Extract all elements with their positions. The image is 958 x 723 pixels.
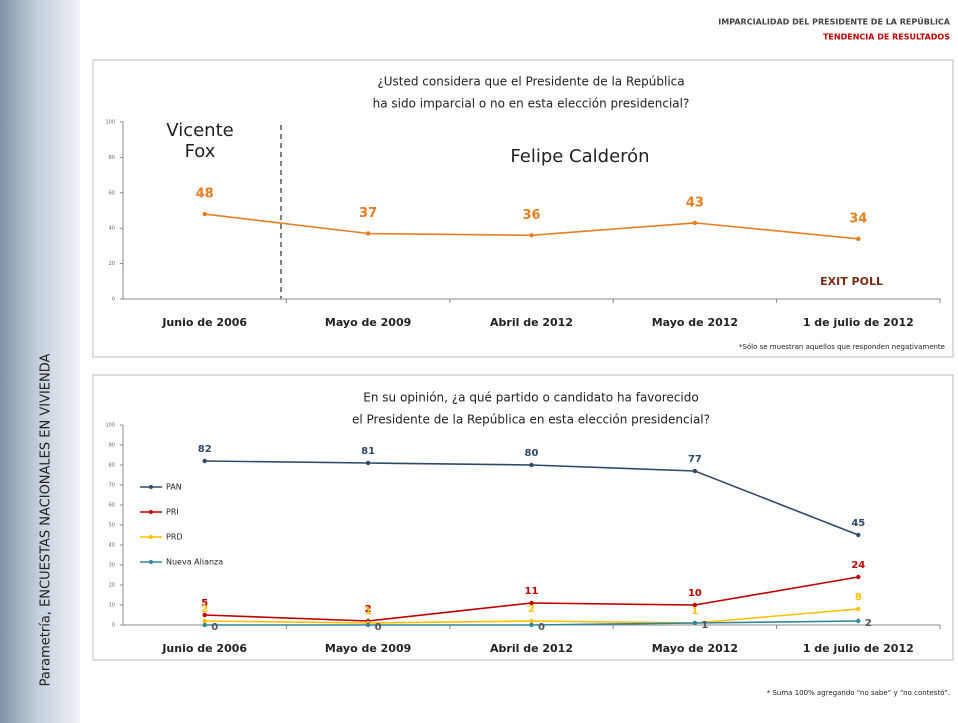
y-tick-label: 40 — [109, 543, 115, 549]
value-label: 82 — [198, 444, 212, 455]
x-tick-label: Abril de 2012 — [490, 642, 573, 655]
y-tick-label: 20 — [109, 261, 115, 267]
legend-marker — [149, 485, 153, 489]
point — [366, 623, 370, 627]
y-tick-label: 60 — [109, 503, 115, 509]
value-label: 2 — [528, 604, 535, 615]
point — [203, 623, 207, 627]
legend-marker — [149, 535, 153, 539]
x-tick-label: 1 de julio de 2012 — [803, 642, 914, 655]
value-label: 2 — [865, 618, 872, 629]
point — [529, 463, 533, 467]
y-tick-label: 30 — [109, 563, 115, 569]
x-tick-label: Junio de 2006 — [161, 316, 247, 329]
legend-label: PRI — [166, 508, 179, 517]
point — [856, 607, 860, 611]
value-label: 80 — [525, 448, 539, 459]
value-label: 81 — [361, 446, 375, 457]
header-title: IMPARCIALIDAD DEL PRESIDENTE DE LA REPÚB… — [718, 16, 951, 27]
x-tick-label: Mayo de 2009 — [325, 316, 411, 329]
value-label: 34 — [849, 211, 867, 226]
y-tick-label: 100 — [105, 423, 115, 429]
y-tick-label: 70 — [109, 483, 115, 489]
footnote: * Suma 100% agregando “no sabe” y “no co… — [767, 689, 950, 697]
legend-label: PAN — [166, 483, 182, 492]
y-tick-label: 0 — [112, 297, 115, 303]
x-tick-label: Abril de 2012 — [490, 316, 573, 329]
value-label: 48 — [196, 187, 214, 202]
value-label: 8 — [855, 592, 862, 603]
value-label: 2 — [201, 604, 208, 615]
y-tick-label: 20 — [109, 583, 115, 589]
legend-marker — [149, 560, 153, 564]
y-tick-label: 80 — [109, 463, 115, 469]
point — [856, 619, 860, 623]
value-label: 77 — [688, 454, 702, 465]
point — [693, 221, 697, 225]
page: {"header": {"title": "IMPARCIALIDAD DEL … — [0, 0, 958, 723]
point — [203, 459, 207, 463]
point — [856, 237, 860, 241]
point — [693, 621, 697, 625]
legend-label: Nueva Alianza — [166, 558, 223, 567]
point — [366, 231, 370, 235]
y-tick-label: 50 — [109, 523, 115, 529]
side-text: Parametría, ENCUESTAS NACIONALES EN VIVI… — [39, 353, 54, 686]
annotation: EXIT POLL — [820, 275, 883, 288]
era-label: Vicente Fox — [150, 120, 250, 162]
value-label: 1 — [365, 606, 372, 617]
y-tick-label: 10 — [109, 603, 115, 609]
point — [529, 619, 533, 623]
y-tick-label: 60 — [109, 190, 115, 196]
y-tick-label: 0 — [112, 623, 115, 629]
value-label: 24 — [851, 560, 865, 571]
point — [856, 575, 860, 579]
value-label: 0 — [211, 622, 218, 633]
value-label: 1 — [691, 606, 698, 617]
chart-title: el Presidente de la República en esta el… — [352, 413, 710, 427]
footnote: *Sólo se muestran aquellos que responden… — [739, 343, 945, 351]
x-tick-label: Mayo de 2012 — [652, 316, 738, 329]
y-tick-label: 80 — [109, 155, 115, 161]
slide: IMPARCIALIDAD DEL PRESIDENTE DE LA REPÚB… — [0, 0, 958, 723]
value-label: 10 — [688, 588, 702, 599]
legend-marker — [149, 510, 153, 514]
x-tick-label: Mayo de 2012 — [652, 642, 738, 655]
point — [366, 461, 370, 465]
header-subtitle: TENDENCIA DE RESULTADOS — [823, 33, 950, 42]
era-label: Felipe Calderón — [440, 146, 720, 167]
y-tick-label: 90 — [109, 443, 115, 449]
value-label: 11 — [525, 586, 539, 597]
chart-title: En su opinión, ¿a qué partido o candidat… — [363, 391, 698, 405]
legend-label: PRD — [166, 533, 183, 542]
value-label: 45 — [851, 518, 865, 529]
y-tick-label: 40 — [109, 226, 115, 232]
point — [203, 212, 207, 216]
point — [203, 619, 207, 623]
value-label: 1 — [701, 620, 708, 631]
x-tick-label: Junio de 2006 — [161, 642, 247, 655]
value-label: 0 — [375, 622, 382, 633]
point — [693, 469, 697, 473]
chart-title: ¿Usted considera que el Presidente de la… — [377, 75, 684, 89]
value-label: 37 — [359, 206, 377, 221]
point — [529, 233, 533, 237]
value-label: 36 — [522, 208, 540, 223]
x-tick-label: 1 de julio de 2012 — [803, 316, 914, 329]
point — [529, 623, 533, 627]
chart-title: ha sido imparcial o no en esta elección … — [373, 97, 690, 111]
y-tick-label: 100 — [105, 120, 115, 126]
point — [856, 533, 860, 537]
value-label: 43 — [686, 195, 704, 210]
value-label: 0 — [538, 622, 545, 633]
x-tick-label: Mayo de 2009 — [325, 642, 411, 655]
